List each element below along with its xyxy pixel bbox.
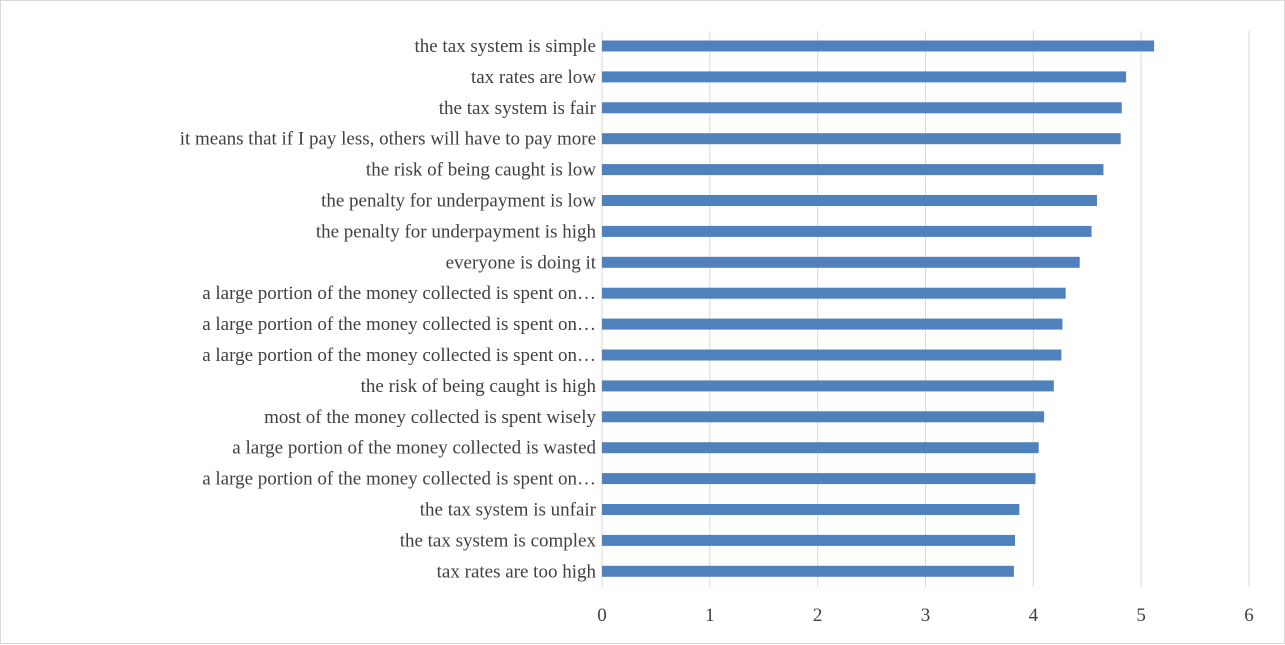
bar: [602, 195, 1097, 206]
x-tick-label: 2: [813, 605, 823, 626]
category-label: the tax system is unfair: [420, 500, 597, 521]
category-label: a large portion of the money collected i…: [202, 469, 596, 490]
bar: [602, 534, 1016, 546]
bar: [602, 40, 1155, 52]
gridlines: [601, 31, 1250, 587]
x-tick-label: 3: [921, 605, 931, 626]
bar: [602, 442, 1039, 454]
category-label: the tax system is simple: [414, 36, 596, 57]
category-label: most of the money collected is spent wis…: [264, 407, 596, 428]
category-label: tax rates are too high: [437, 561, 597, 582]
category-label: everyone is doing it: [446, 252, 597, 273]
bar: [602, 380, 1054, 392]
bar: [602, 473, 1036, 485]
bar: [602, 71, 1127, 83]
x-tick-label: 5: [1136, 605, 1146, 626]
bar: [602, 102, 1122, 114]
category-label: a large portion of the money collected i…: [232, 438, 596, 459]
category-label: it means that if I pay less, others will…: [180, 129, 596, 150]
category-label: tax rates are low: [471, 67, 596, 88]
category-label: the tax system is fair: [439, 98, 597, 119]
x-tick-label: 4: [1029, 605, 1039, 626]
bar: [602, 256, 1080, 268]
category-label: a large portion of the money collected i…: [202, 283, 596, 304]
category-label: the tax system is complex: [400, 530, 597, 551]
category-label: the risk of being caught is low: [366, 160, 596, 181]
x-tick-label: 1: [705, 605, 715, 626]
x-axis-tick-labels: 0 1 2 3 4 5 6: [597, 605, 1254, 626]
x-tick-label: 0: [597, 605, 607, 626]
category-label: the penalty for underpayment is high: [316, 221, 597, 242]
bar: [602, 411, 1045, 423]
bar: [602, 133, 1121, 145]
bar: [602, 287, 1066, 299]
bars: [602, 40, 1155, 577]
bar: [602, 565, 1014, 577]
category-label: a large portion of the money collected i…: [202, 345, 596, 366]
category-label: a large portion of the money collected i…: [202, 314, 596, 335]
category-labels: the tax system is simple tax rates are lo…: [180, 36, 597, 582]
bar: [602, 349, 1062, 361]
x-tick-label: 6: [1244, 605, 1254, 626]
category-label: the penalty for underpayment is low: [321, 191, 596, 212]
bar: [602, 504, 1020, 515]
bar: [602, 225, 1092, 237]
bar: [602, 164, 1104, 176]
category-label: the risk of being caught is high: [361, 376, 597, 397]
bar: [602, 318, 1063, 330]
